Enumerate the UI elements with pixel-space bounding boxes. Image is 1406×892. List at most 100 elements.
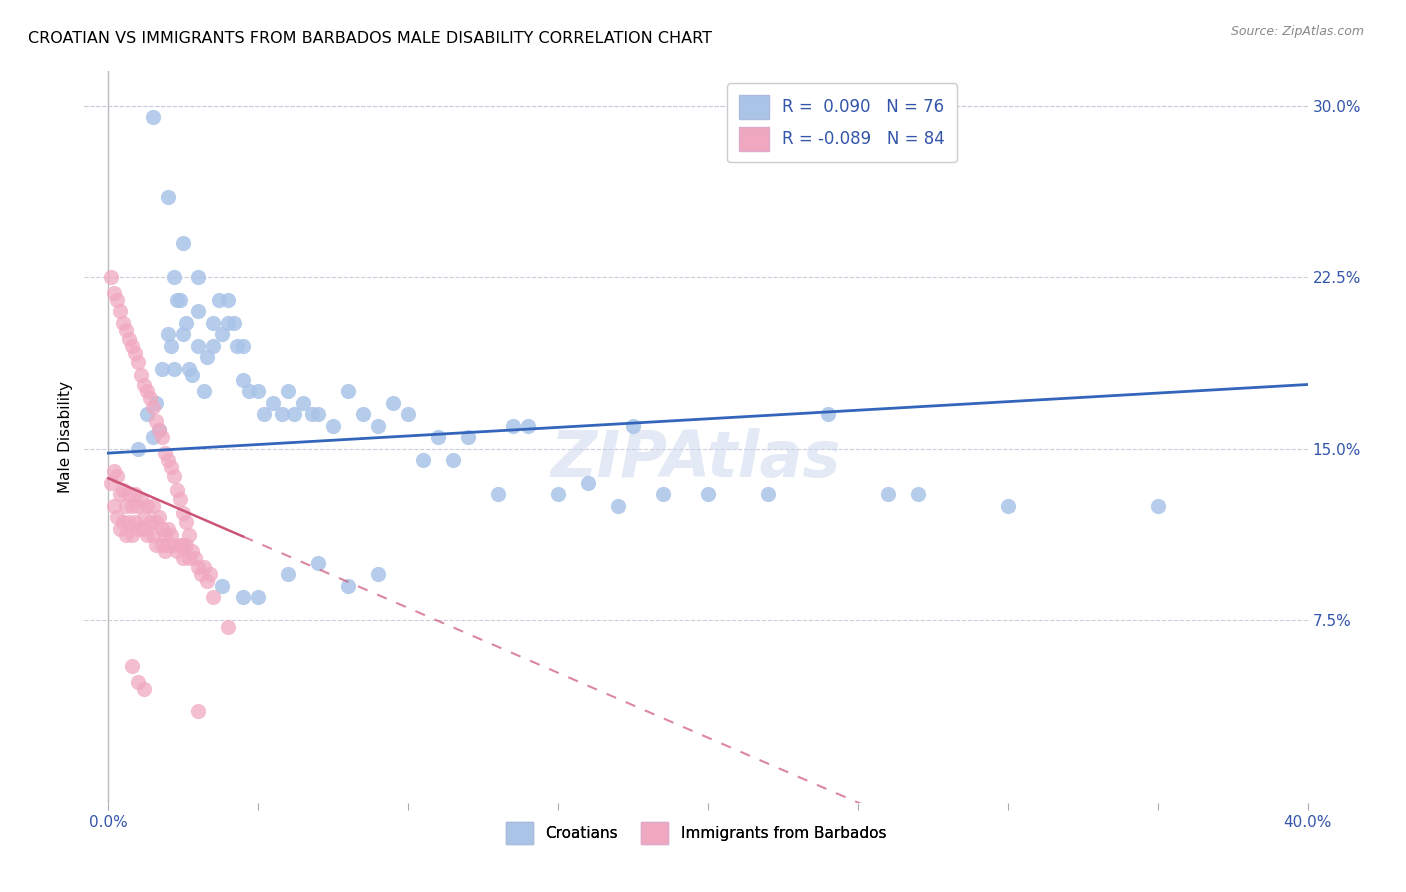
Point <box>367 567 389 582</box>
Point <box>211 579 233 593</box>
Point <box>121 339 143 353</box>
Point <box>127 521 149 535</box>
Point <box>157 521 180 535</box>
Point <box>232 339 254 353</box>
Point <box>142 110 165 124</box>
Point <box>169 537 191 551</box>
Point <box>127 674 149 689</box>
Point <box>139 515 162 529</box>
Point <box>100 270 122 285</box>
Point <box>202 590 225 604</box>
Point <box>127 442 149 456</box>
Point <box>110 304 132 318</box>
Point <box>211 327 233 342</box>
Point <box>150 430 173 444</box>
Point <box>105 510 128 524</box>
Point <box>127 354 149 368</box>
Point <box>160 459 183 474</box>
Point <box>262 396 284 410</box>
Point <box>181 544 204 558</box>
Point <box>172 235 194 250</box>
Point <box>110 487 132 501</box>
Point <box>307 556 329 570</box>
Point <box>100 475 122 490</box>
Point <box>457 430 479 444</box>
Point <box>131 368 153 383</box>
Point <box>142 430 165 444</box>
Point <box>118 332 141 346</box>
Point <box>160 528 183 542</box>
Point <box>202 339 225 353</box>
Point <box>607 499 630 513</box>
Point <box>382 396 405 410</box>
Point <box>145 515 167 529</box>
Point <box>118 487 141 501</box>
Point <box>124 345 146 359</box>
Point <box>193 384 215 399</box>
Text: CROATIAN VS IMMIGRANTS FROM BARBADOS MALE DISABILITY CORRELATION CHART: CROATIAN VS IMMIGRANTS FROM BARBADOS MAL… <box>28 31 711 46</box>
Point <box>277 567 299 582</box>
Point <box>187 304 209 318</box>
Point <box>163 270 186 285</box>
Point <box>502 418 524 433</box>
Point <box>150 537 173 551</box>
Point <box>277 384 299 399</box>
Point <box>337 384 360 399</box>
Point <box>187 560 209 574</box>
Point <box>367 418 389 433</box>
Point <box>134 377 156 392</box>
Point <box>157 537 180 551</box>
Point <box>124 515 146 529</box>
Point <box>155 446 177 460</box>
Point <box>121 658 143 673</box>
Point <box>217 620 239 634</box>
Point <box>105 469 128 483</box>
Point <box>148 423 170 437</box>
Point <box>124 487 146 501</box>
Point <box>179 361 201 376</box>
Point <box>160 339 183 353</box>
Point <box>169 293 191 307</box>
Point <box>576 475 599 490</box>
Text: Source: ZipAtlas.com: Source: ZipAtlas.com <box>1230 25 1364 38</box>
Point <box>202 316 225 330</box>
Point <box>145 537 167 551</box>
Point <box>112 316 135 330</box>
Point <box>115 323 138 337</box>
Point <box>139 391 162 405</box>
Point <box>157 327 180 342</box>
Point <box>195 350 218 364</box>
Point <box>148 423 170 437</box>
Point <box>174 537 197 551</box>
Point <box>136 407 159 421</box>
Point <box>486 487 509 501</box>
Point <box>115 528 138 542</box>
Point <box>187 705 209 719</box>
Point <box>427 430 450 444</box>
Point <box>155 528 177 542</box>
Point <box>163 469 186 483</box>
Point <box>193 560 215 574</box>
Point <box>127 499 149 513</box>
Point <box>150 361 173 376</box>
Point <box>172 506 194 520</box>
Point <box>238 384 260 399</box>
Point <box>756 487 779 501</box>
Point <box>441 453 464 467</box>
Point <box>142 499 165 513</box>
Point <box>145 414 167 428</box>
Point <box>517 418 540 433</box>
Point <box>187 270 209 285</box>
Point <box>187 339 209 353</box>
Point <box>224 316 246 330</box>
Y-axis label: Male Disability: Male Disability <box>58 381 73 493</box>
Point <box>352 407 374 421</box>
Point <box>172 551 194 566</box>
Point <box>112 483 135 497</box>
Point <box>184 551 207 566</box>
Point <box>232 373 254 387</box>
Point <box>652 487 675 501</box>
Point <box>247 384 270 399</box>
Point <box>112 515 135 529</box>
Point <box>396 407 419 421</box>
